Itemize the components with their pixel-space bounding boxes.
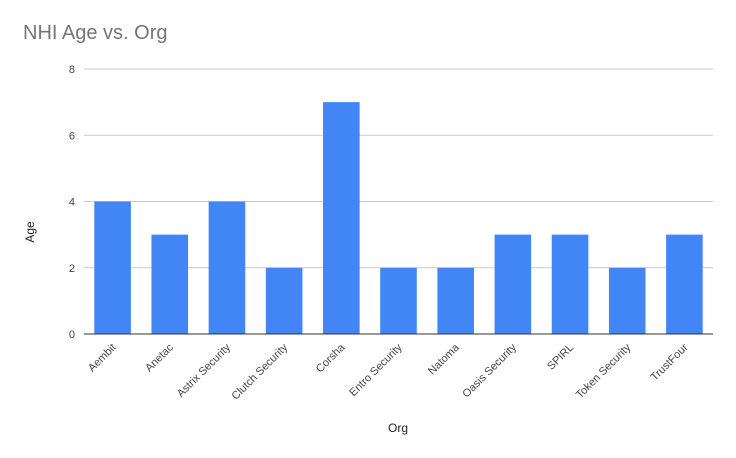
bar — [437, 267, 474, 334]
x-tick-label: TrustFour — [649, 341, 691, 383]
bar — [265, 267, 303, 334]
x-tick-label: Natoma — [426, 341, 462, 377]
y-tick-label: 6 — [69, 130, 75, 142]
x-tick-label: Entro Security — [347, 341, 405, 399]
bar — [208, 201, 246, 334]
bar — [608, 267, 646, 334]
bar — [666, 234, 703, 334]
bar — [551, 234, 589, 334]
bars — [94, 102, 703, 334]
x-tick-label: Token Security — [574, 341, 634, 401]
x-tick-label: Astrix Security — [175, 341, 234, 400]
y-tick-label: 2 — [69, 263, 75, 275]
bar — [94, 201, 131, 334]
x-tick-label: Anetac — [143, 341, 176, 374]
y-tick-label: 8 — [69, 64, 75, 76]
bar — [380, 267, 417, 334]
y-tick-labels: 0 2 4 6 8 — [69, 64, 75, 341]
x-tick-label: Oasis Security — [460, 341, 519, 400]
x-axis-title: Org — [388, 421, 408, 435]
y-tick-label: 0 — [69, 329, 75, 341]
x-tick-label: Corsha — [314, 341, 348, 375]
bar — [151, 234, 189, 334]
x-tick-label: SPIRL — [545, 342, 576, 373]
x-tick-label: Clutch Security — [229, 341, 290, 402]
bar — [494, 234, 532, 334]
chart-title: NHI Age vs. Org — [23, 22, 168, 44]
bar — [323, 102, 360, 334]
y-axis-title: Age — [23, 221, 37, 243]
y-tick-label: 4 — [69, 197, 75, 209]
x-tick-label: Aembit — [86, 342, 119, 375]
